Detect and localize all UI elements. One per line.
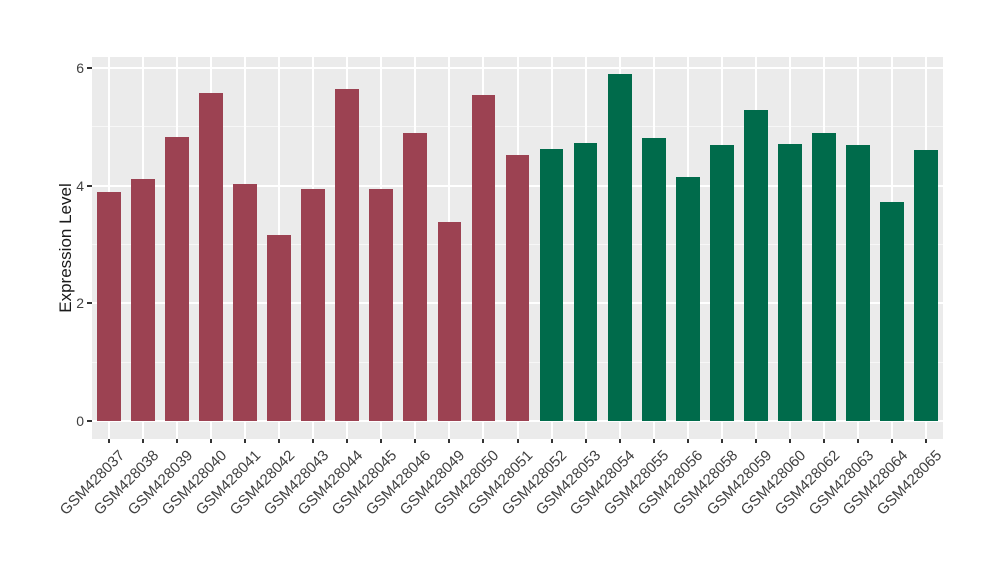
bar-GSM428059: [743, 109, 768, 421]
bar-GSM428040: [199, 92, 224, 421]
bar-GSM428058: [709, 145, 734, 421]
bar-GSM428046: [403, 132, 428, 421]
x-tick-mark: [618, 439, 621, 443]
bar-GSM428064: [880, 202, 904, 421]
y-tick-label: 4: [76, 177, 84, 194]
x-tick-mark: [380, 439, 383, 443]
gridline-major-horizontal: [92, 67, 943, 70]
bar-GSM428065: [914, 150, 938, 421]
x-tick-mark: [448, 439, 451, 443]
y-tick-mark: [87, 184, 92, 187]
x-tick-mark: [550, 439, 553, 443]
bar-GSM428042: [267, 235, 292, 421]
y-tick-mark: [87, 419, 92, 422]
bar-GSM428044: [335, 88, 360, 421]
bar-GSM428052: [539, 149, 564, 421]
x-tick-mark: [176, 439, 179, 443]
bar-GSM428056: [675, 177, 700, 421]
x-tick-mark: [244, 439, 247, 443]
bar-GSM428062: [811, 132, 836, 421]
y-tick-mark: [87, 67, 92, 70]
y-tick-mark: [87, 302, 92, 305]
y-tick-label: 2: [76, 295, 84, 312]
x-tick-mark: [720, 439, 723, 443]
bar-GSM428053: [573, 142, 598, 421]
bar-GSM428055: [641, 137, 666, 421]
x-tick-mark: [346, 439, 349, 443]
y-axis-title: Expression Level: [56, 183, 75, 313]
bar-GSM428041: [233, 183, 258, 421]
bar-GSM428043: [301, 189, 326, 421]
x-tick-mark: [754, 439, 757, 443]
x-tick-mark: [278, 439, 281, 443]
bar-GSM428039: [165, 136, 189, 421]
x-tick-mark: [890, 439, 893, 443]
x-tick-mark: [652, 439, 655, 443]
x-tick-mark: [856, 439, 859, 443]
x-tick-mark: [210, 439, 213, 443]
bar-GSM428063: [845, 145, 870, 421]
bar-GSM428045: [369, 188, 394, 421]
x-tick-mark: [414, 439, 417, 443]
x-tick-mark: [516, 439, 519, 443]
x-tick-mark: [142, 439, 145, 443]
gridline-major-horizontal: [92, 419, 943, 422]
bar-GSM428038: [131, 178, 155, 421]
bar-GSM428037: [97, 191, 121, 421]
bar-GSM428054: [607, 74, 632, 421]
bar-GSM428051: [505, 154, 530, 421]
x-tick-mark: [108, 439, 111, 443]
x-tick-mark: [482, 439, 485, 443]
y-tick-label: 0: [76, 412, 84, 429]
gridline-minor-horizontal: [92, 126, 943, 128]
bar-GSM428050: [471, 94, 496, 421]
bar-GSM428060: [777, 143, 802, 421]
x-tick-mark: [822, 439, 825, 443]
bar-GSM428049: [437, 222, 462, 421]
x-tick-mark: [686, 439, 689, 443]
x-tick-mark: [924, 439, 927, 443]
y-tick-label: 6: [76, 60, 84, 77]
x-tick-mark: [584, 439, 587, 443]
x-tick-mark: [312, 439, 315, 443]
x-tick-mark: [788, 439, 791, 443]
